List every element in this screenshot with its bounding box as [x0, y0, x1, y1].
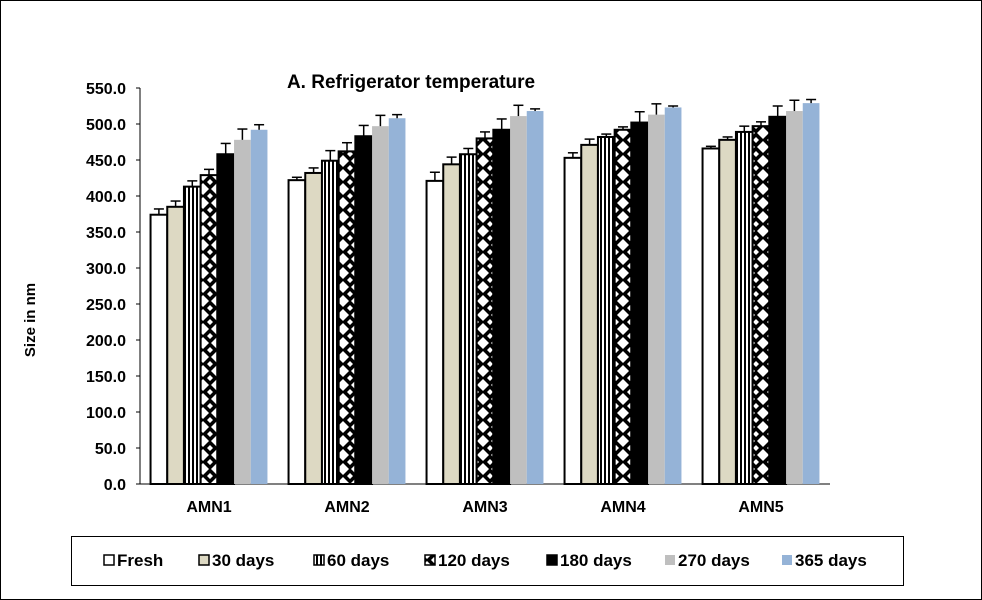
bar-270-days-amn1: [234, 139, 251, 484]
bar-365-days-amn1: [250, 129, 268, 484]
x-tick-label: AMN1: [186, 499, 231, 516]
bar-270-days-amn4: [648, 114, 665, 484]
legend-swatch-120-days: [424, 554, 436, 566]
bar-120-days-amn3: [475, 137, 495, 485]
y-tick-label: 250.0: [86, 297, 126, 314]
legend-swatch-365-days: [782, 555, 792, 565]
bar-270-days-amn2: [372, 126, 389, 484]
bar-30-days-amn2: [304, 171, 323, 486]
bar-365-days-amn4: [664, 107, 682, 484]
bars-group: [149, 98, 820, 486]
legend-label: 365 days: [795, 551, 867, 570]
y-axis-label: Size in nm: [22, 283, 39, 357]
legend-label: Fresh: [117, 551, 163, 570]
legend-box: [71, 536, 904, 586]
bar-fresh-amn2: [287, 179, 307, 485]
legend-label: 120 days: [438, 551, 510, 570]
bar-270-days-amn5: [786, 111, 803, 484]
bar-180-days-amn2: [354, 135, 374, 486]
y-tick-label: 150.0: [86, 369, 126, 386]
bar-180-days-amn1: [216, 153, 236, 486]
bar-270-days-amn3: [510, 116, 527, 484]
bar-120-days-amn2: [337, 150, 357, 486]
bar-fresh-amn4: [563, 156, 583, 485]
x-tick-label: AMN2: [324, 499, 369, 516]
bar-60-days-amn3: [458, 153, 478, 486]
bar-180-days-amn5: [768, 115, 788, 486]
bar-fresh-amn3: [425, 179, 445, 485]
y-tick-label: 0.0: [104, 477, 126, 494]
legend-label: 270 days: [678, 551, 750, 570]
y-tick-label: 350.0: [86, 225, 126, 242]
bar-180-days-amn4: [630, 121, 650, 485]
legend-swatch-30-days: [198, 554, 210, 566]
legend-label: 60 days: [327, 551, 389, 570]
bar-365-days-amn2: [388, 118, 406, 485]
y-tick-label: 200.0: [86, 333, 126, 350]
bar-365-days-amn3: [526, 111, 544, 484]
bar-30-days-amn5: [718, 138, 737, 485]
legend-label: 30 days: [212, 551, 274, 570]
bar-120-days-amn5: [751, 125, 771, 485]
y-tick-label: 400.0: [86, 189, 126, 206]
bar-365-days-amn5: [802, 103, 820, 485]
bar-30-days-amn4: [580, 143, 599, 485]
bar-120-days-amn1: [199, 174, 219, 485]
y-tick-label: 300.0: [86, 261, 126, 278]
x-axis-ticks: AMN1 AMN2 AMN3 AMN4 AMN5: [186, 499, 783, 516]
y-tick-label: 500.0: [86, 117, 126, 134]
legend-label: 180 days: [560, 551, 632, 570]
chart-title: A. Refrigerator temperature: [287, 72, 535, 93]
x-tick-label: AMN3: [462, 499, 507, 516]
bar-180-days-amn3: [492, 128, 512, 485]
legend: Fresh 30 days 60 days 120 days 180 days 270 d…: [103, 551, 867, 570]
y-tick-label: 550.0: [86, 81, 126, 98]
y-tick-label: 450.0: [86, 153, 126, 170]
legend-swatch-fresh: [103, 554, 115, 566]
bar-30-days-amn3: [442, 163, 461, 485]
legend-swatch-270-days: [665, 555, 675, 565]
bar-60-days-amn1: [182, 185, 202, 485]
bar-fresh-amn1: [149, 213, 169, 485]
x-tick-label: AMN5: [738, 499, 783, 516]
bar-30-days-amn1: [166, 205, 185, 486]
x-tick-label: AMN4: [600, 499, 645, 516]
bar-60-days-amn4: [596, 135, 616, 486]
y-axis-ticks: 0.0 50.0 100.0 150.0 200.0 250.0 300.0 350.0 400…: [86, 81, 140, 494]
bar-60-days-amn2: [320, 159, 340, 485]
bar-120-days-amn4: [613, 128, 633, 485]
legend-swatch-60-days: [313, 554, 325, 566]
bar-fresh-amn5: [701, 147, 721, 485]
legend-swatch-180-days: [546, 554, 558, 566]
bar-60-days-amn5: [734, 130, 754, 485]
y-tick-label: 100.0: [86, 405, 126, 422]
y-tick-label: 50.0: [95, 441, 126, 458]
